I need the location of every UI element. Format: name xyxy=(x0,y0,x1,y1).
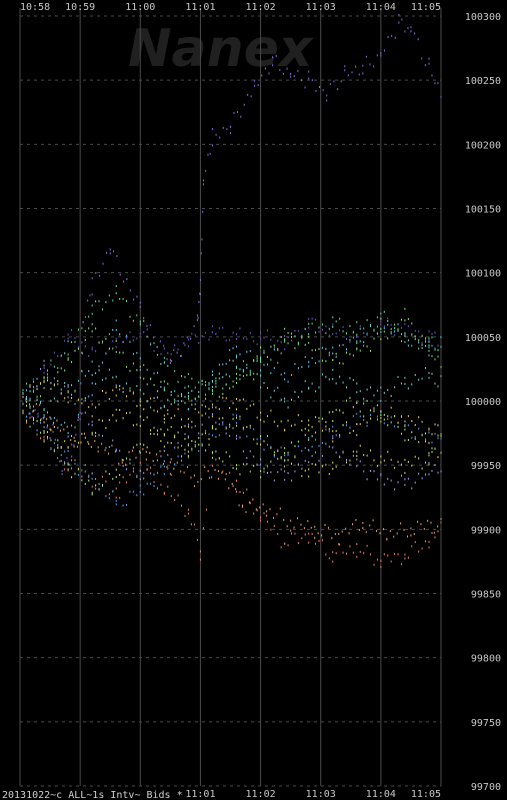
watermark-logo: Nanex xyxy=(128,19,314,79)
series-7 xyxy=(22,285,442,396)
series-12 xyxy=(22,359,442,491)
y-tick-label: 100000 xyxy=(465,397,501,408)
y-tick-label: 99800 xyxy=(471,654,501,665)
series-4 xyxy=(22,317,442,438)
y-tick-label: 99950 xyxy=(471,461,501,472)
y-tick-label: 99700 xyxy=(471,782,501,793)
series-10 xyxy=(22,396,442,496)
series-2 xyxy=(22,412,442,568)
x-tick-label-bottom: 11:05 xyxy=(411,789,441,800)
x-tick-label: 11:02 xyxy=(246,2,276,13)
series-5 xyxy=(22,408,442,507)
data-points xyxy=(22,13,442,568)
y-tick-label: 99900 xyxy=(471,525,501,536)
x-tick-label: 10:58 xyxy=(20,2,50,13)
y-tick-label: 100300 xyxy=(465,12,501,23)
x-tick-label-bottom: 11:01 xyxy=(185,789,215,800)
x-tick-labels-top: 10:58 10:59 11:00 11:01 11:02 11:03 11:04 11:05 xyxy=(20,2,441,13)
y-tick-label: 100250 xyxy=(465,76,501,87)
series-3 xyxy=(25,398,442,546)
y-tick-label: 100050 xyxy=(465,333,501,344)
series-6 xyxy=(22,307,442,407)
x-tick-label: 11:03 xyxy=(306,2,336,13)
footer-label: 20131022~c_ALL~1s Intv~ Bids * xyxy=(2,790,183,800)
y-tick-label: 100100 xyxy=(465,269,501,280)
x-tick-label: 11:04 xyxy=(366,2,396,13)
x-tick-label-bottom: 11:03 xyxy=(306,789,336,800)
y-tick-label: 99750 xyxy=(471,718,501,729)
x-tick-label-bottom: 11:02 xyxy=(246,789,276,800)
x-tick-label: 11:01 xyxy=(185,2,215,13)
y-tick-label: 99850 xyxy=(471,590,501,601)
y-tick-label: 100200 xyxy=(465,140,501,151)
x-tick-label-bottom: 11:04 xyxy=(366,789,396,800)
series-9 xyxy=(22,377,442,443)
series-11 xyxy=(22,356,442,415)
y-tick-labels: 100300 100250 100200 100150 100100 100050 1000… xyxy=(465,12,501,793)
series-8 xyxy=(22,404,442,478)
x-tick-label: 11:00 xyxy=(125,2,155,13)
x-tick-label: 10:59 xyxy=(65,2,95,13)
x-tick-labels-bottom: 11:01 11:02 11:03 11:04 11:05 xyxy=(185,789,441,800)
gridlines xyxy=(19,8,442,787)
y-tick-label: 100150 xyxy=(465,205,501,216)
series-0 xyxy=(22,13,442,476)
x-tick-label: 11:05 xyxy=(411,2,441,13)
